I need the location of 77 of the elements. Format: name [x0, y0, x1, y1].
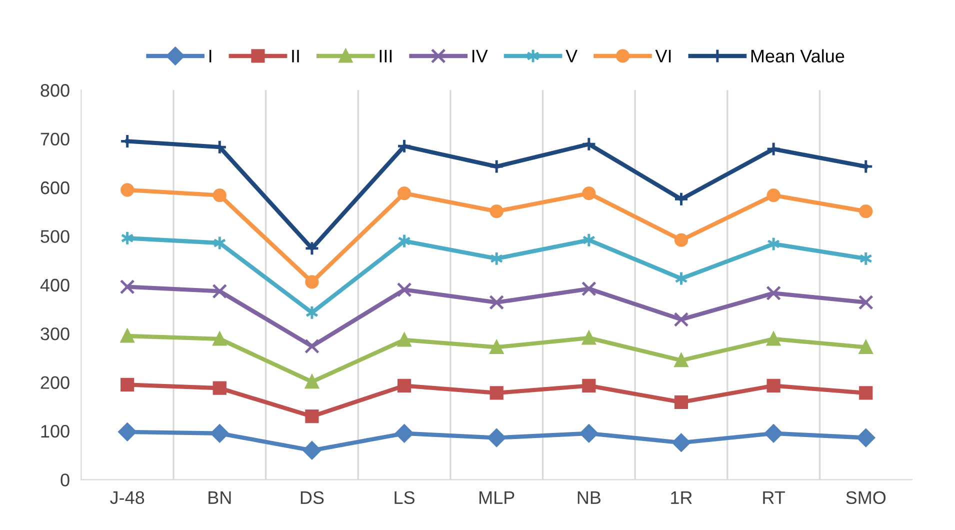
point	[120, 279, 135, 294]
point	[674, 312, 689, 327]
y-tick-label: 700	[40, 132, 70, 146]
point	[304, 338, 320, 354]
point	[490, 204, 504, 218]
point	[304, 240, 320, 256]
legend-label: IV	[472, 50, 488, 62]
point	[582, 186, 596, 200]
point	[212, 188, 226, 202]
point	[120, 329, 134, 343]
point	[396, 138, 412, 154]
x-tick-label: BN	[208, 491, 231, 504]
point	[118, 422, 136, 442]
point	[396, 282, 412, 298]
y-tick-label: 600	[40, 181, 70, 194]
point	[859, 204, 873, 218]
point	[672, 434, 690, 452]
x-tick-label: J-48	[110, 491, 144, 504]
point	[397, 378, 412, 392]
y-tick-label: 500	[40, 230, 70, 243]
point	[490, 340, 504, 354]
y-tick-label: 200	[40, 376, 70, 389]
point	[582, 331, 596, 345]
point	[397, 186, 412, 200]
y-tick-label: 0	[60, 474, 70, 486]
point	[490, 386, 504, 400]
x-tick-label: 1R	[671, 491, 692, 504]
legend-label: I	[210, 50, 212, 62]
point	[674, 233, 688, 247]
point	[764, 424, 783, 442]
point	[858, 294, 874, 310]
x-tick-label: NB	[578, 491, 601, 504]
y-tick-label: 300	[40, 328, 70, 340]
point	[766, 332, 780, 346]
point	[581, 136, 596, 152]
point	[859, 340, 873, 354]
legend-label: II	[292, 50, 299, 62]
legend-label: VI	[655, 50, 671, 62]
x-tick-label: DS	[300, 491, 324, 504]
point	[580, 424, 598, 442]
x-tick-label: SMO	[846, 491, 886, 504]
point	[674, 395, 688, 410]
x-tick-label: MLP	[480, 491, 514, 504]
point	[305, 374, 319, 389]
y-tick-label: 400	[40, 278, 70, 292]
legend-label: Mean Value	[751, 49, 844, 62]
point	[489, 159, 504, 174]
point	[582, 378, 596, 392]
y-tick-label: 100	[41, 424, 70, 438]
point	[305, 275, 319, 289]
point	[766, 378, 780, 392]
point	[212, 332, 226, 346]
legend-label: III	[380, 50, 392, 62]
point	[395, 424, 414, 442]
point	[305, 410, 319, 424]
point	[397, 333, 412, 347]
y-tick-label: 800	[40, 84, 70, 97]
point	[674, 354, 688, 368]
point	[120, 183, 134, 197]
point	[212, 381, 226, 395]
point	[487, 428, 506, 447]
point	[120, 378, 134, 392]
point	[581, 281, 596, 296]
point	[766, 286, 782, 301]
x-tick-label: RT	[763, 491, 786, 504]
point	[859, 386, 873, 400]
point	[858, 159, 874, 174]
point	[210, 424, 229, 442]
point	[766, 188, 780, 202]
point	[212, 284, 228, 299]
point	[674, 192, 689, 207]
point	[766, 142, 782, 157]
point	[302, 441, 322, 460]
legend-label: V	[566, 50, 578, 62]
point	[856, 428, 875, 447]
point	[489, 294, 504, 310]
x-tick-label: LS	[394, 491, 414, 504]
